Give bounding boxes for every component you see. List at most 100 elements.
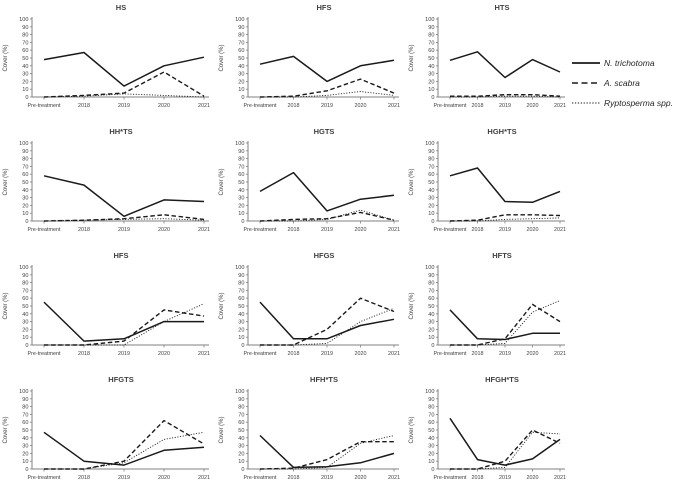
series-line-solid bbox=[259, 55, 395, 83]
y-tick-label: 50 bbox=[22, 180, 28, 186]
series-line-dotted bbox=[260, 91, 395, 98]
x-tick-label: 2020 bbox=[158, 351, 170, 357]
y-tick-label: 50 bbox=[238, 56, 244, 62]
series-line-dashed bbox=[450, 303, 561, 346]
x-tick-label: 2018 bbox=[472, 103, 484, 109]
x-tick-label: 2020 bbox=[355, 227, 367, 233]
y-tick-label: 30 bbox=[238, 196, 244, 202]
y-tick-label: 80 bbox=[428, 157, 434, 163]
x-tick-label: Pre-treatment bbox=[28, 103, 61, 109]
x-tick-label: 2021 bbox=[388, 227, 400, 233]
y-tick-label: 70 bbox=[238, 40, 244, 46]
y-tick-label: 0 bbox=[25, 219, 28, 225]
x-tick-label: 2020 bbox=[158, 475, 170, 481]
x-tick-label: 2021 bbox=[554, 351, 566, 357]
series-line-dotted bbox=[260, 435, 395, 470]
y-tick-label: 30 bbox=[238, 72, 244, 78]
series-line-dashed bbox=[44, 309, 205, 346]
series-line-solid bbox=[43, 51, 205, 87]
y-tick-label: 30 bbox=[22, 320, 28, 326]
y-tick-label: 60 bbox=[238, 420, 244, 426]
y-tick-label: 50 bbox=[238, 304, 244, 310]
x-tick-label: 2018 bbox=[288, 475, 300, 481]
y-tick-label: 20 bbox=[22, 79, 28, 85]
chart-panel: HGTS 0 10 20 30 40 50 60 70 80 90 100 Pre-treatment 2… bbox=[216, 124, 406, 248]
y-tick-label: 60 bbox=[428, 172, 434, 178]
series-line-dotted bbox=[450, 300, 561, 346]
y-tick-label: 70 bbox=[428, 164, 434, 170]
chart-panel: HH*TS 0 10 20 30 40 50 60 70 80 90 100 Pre-treatment… bbox=[0, 124, 216, 248]
x-tick-label: 2019 bbox=[118, 103, 130, 109]
y-tick-label: 10 bbox=[428, 211, 434, 217]
y-tick-label: 30 bbox=[428, 320, 434, 326]
x-tick-label: 2021 bbox=[198, 103, 210, 109]
y-tick-label: 60 bbox=[238, 172, 244, 178]
y-axis-label: Cover (%) bbox=[3, 44, 9, 71]
y-axis-label: Cover (%) bbox=[3, 292, 9, 319]
y-tick-label: 30 bbox=[22, 444, 28, 450]
y-tick-label: 90 bbox=[238, 25, 244, 31]
series-line-dashed bbox=[450, 429, 561, 470]
y-tick-label: 10 bbox=[22, 87, 28, 93]
series-line-dashed bbox=[449, 214, 561, 222]
x-tick-label: 2019 bbox=[321, 475, 333, 481]
y-tick-label: 40 bbox=[428, 436, 434, 442]
chart-title: HGH*TS bbox=[487, 127, 517, 136]
series-line-solid bbox=[449, 417, 561, 466]
legend-item-n-trichotoma: N. trichotoma bbox=[570, 56, 685, 69]
y-tick-label: 70 bbox=[22, 40, 28, 46]
y-tick-label: 20 bbox=[428, 203, 434, 209]
y-tick-label: 80 bbox=[428, 33, 434, 39]
y-tick-label: 0 bbox=[25, 343, 28, 349]
x-tick-label: Pre-treatment bbox=[244, 103, 277, 109]
x-tick-label: 2020 bbox=[355, 103, 367, 109]
chart-title: HFS bbox=[316, 3, 332, 12]
y-tick-label: 100 bbox=[425, 141, 434, 147]
y-tick-label: 90 bbox=[428, 25, 434, 31]
x-tick-label: 2019 bbox=[118, 227, 130, 233]
series-line-dashed bbox=[259, 441, 394, 470]
series-line-dotted bbox=[450, 431, 561, 470]
y-tick-label: 50 bbox=[22, 56, 28, 62]
series-line-solid bbox=[259, 171, 395, 212]
x-tick-label: 2018 bbox=[78, 475, 90, 481]
x-tick-label: 2020 bbox=[355, 351, 367, 357]
y-tick-label: 0 bbox=[25, 467, 28, 473]
y-tick-label: 60 bbox=[238, 296, 244, 302]
y-tick-label: 60 bbox=[22, 172, 28, 178]
legend-label: N. trichotoma bbox=[604, 57, 655, 68]
y-tick-label: 10 bbox=[238, 211, 244, 217]
y-tick-label: 90 bbox=[238, 397, 244, 403]
y-tick-label: 20 bbox=[428, 79, 434, 85]
x-tick-label: 2018 bbox=[288, 227, 300, 233]
y-tick-label: 80 bbox=[22, 157, 28, 163]
y-tick-label: 30 bbox=[428, 72, 434, 78]
y-tick-label: 40 bbox=[238, 64, 244, 70]
x-tick-label: Pre-treatment bbox=[434, 351, 467, 357]
y-tick-label: 100 bbox=[235, 141, 244, 147]
chart-panel: HFGS 0 10 20 30 40 50 60 70 80 90 100 Pre-treatment 2… bbox=[216, 248, 406, 372]
y-tick-label: 0 bbox=[431, 219, 434, 225]
y-tick-label: 90 bbox=[22, 149, 28, 155]
y-tick-label: 10 bbox=[238, 87, 244, 93]
y-tick-label: 10 bbox=[22, 459, 28, 465]
y-tick-label: 100 bbox=[235, 17, 244, 23]
y-tick-label: 10 bbox=[428, 459, 434, 465]
x-tick-label: 2018 bbox=[288, 103, 300, 109]
y-tick-label: 30 bbox=[238, 320, 244, 326]
y-tick-label: 70 bbox=[238, 164, 244, 170]
series-line-solid bbox=[43, 175, 205, 218]
x-tick-label: 2020 bbox=[527, 475, 539, 481]
x-tick-label: 2019 bbox=[118, 351, 130, 357]
chart-panel: HFS 0 10 20 30 40 50 60 70 80 90 100 Pre-treatment 20… bbox=[216, 0, 406, 124]
chart-title: HGTS bbox=[313, 127, 335, 136]
y-axis-label: Cover (%) bbox=[3, 416, 9, 443]
y-axis-label: Cover (%) bbox=[219, 292, 225, 319]
